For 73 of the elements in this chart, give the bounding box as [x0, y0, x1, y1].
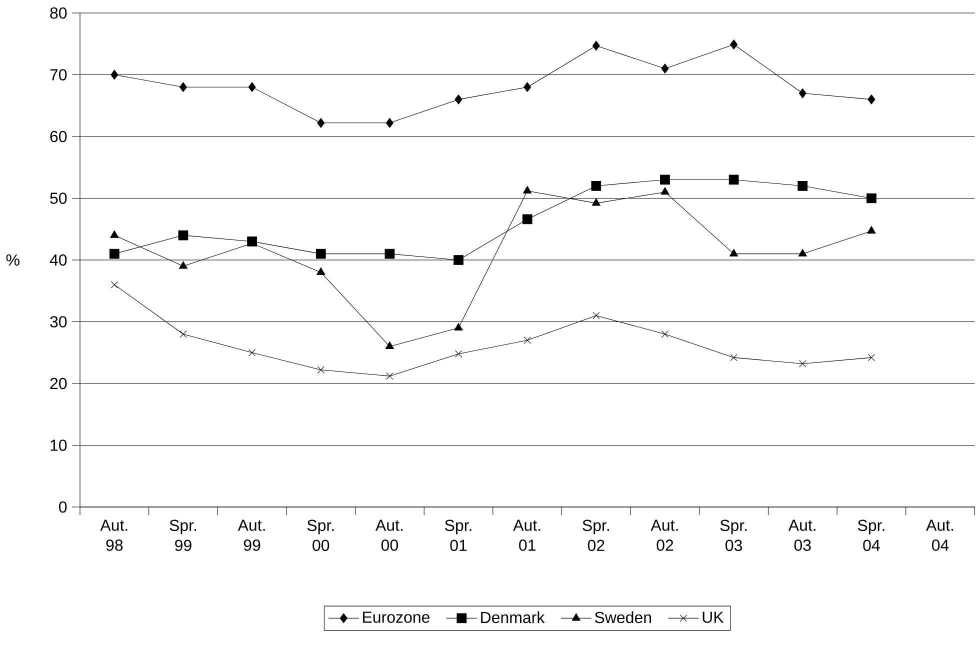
y-tick-label: 20	[50, 378, 67, 390]
point	[798, 180, 808, 191]
y-tick-label: 70	[50, 69, 67, 80]
point	[660, 174, 670, 185]
point	[317, 118, 325, 128]
legend-label: UK	[702, 612, 724, 623]
x-tick-label: Aut. 02	[650, 520, 678, 551]
point	[591, 180, 602, 191]
point	[730, 354, 738, 362]
point	[317, 366, 324, 374]
legend-label: Denmark	[481, 611, 545, 624]
y-tick-label: 0	[59, 501, 67, 513]
point	[799, 360, 806, 368]
point	[868, 354, 876, 362]
x-tick-label: Spr. 00	[307, 520, 334, 552]
point	[454, 350, 462, 358]
point	[661, 64, 669, 74]
point	[454, 94, 462, 104]
point	[660, 187, 670, 195]
x-tick-label: Spr. 03	[720, 520, 747, 552]
point	[179, 82, 187, 92]
point	[592, 198, 600, 206]
point	[798, 88, 806, 98]
point	[866, 193, 876, 204]
point	[661, 330, 669, 338]
point	[178, 261, 188, 269]
y-tick-label: 80	[50, 7, 67, 19]
legend-label: Eurozone	[363, 612, 430, 623]
x-tick-label: Spr. 01	[445, 520, 472, 552]
point	[524, 336, 531, 344]
point	[384, 248, 395, 259]
point	[524, 82, 532, 92]
legend-label: Sweden	[594, 611, 652, 624]
x-tick-label: Aut. 99	[238, 520, 265, 551]
point	[180, 330, 187, 338]
y-tick-label: 40	[50, 254, 67, 266]
x-tick-label: Spr. 02	[582, 520, 609, 552]
point	[386, 372, 394, 380]
y-tick-label: 10	[50, 440, 67, 451]
point	[386, 118, 394, 128]
y-axis-title: %	[6, 254, 20, 266]
point	[798, 248, 807, 256]
x-tick-label: Aut. 98	[100, 520, 128, 551]
y-tick-label: 50	[50, 192, 67, 204]
point	[316, 248, 326, 259]
point	[178, 230, 188, 240]
x-tick-label: Aut. 03	[788, 520, 816, 551]
x-tick-label: Spr. 99	[170, 520, 196, 552]
x-tick-label: Aut. 01	[513, 520, 540, 551]
x-tick-label: Aut. 04	[926, 520, 954, 551]
point	[316, 267, 326, 275]
point	[523, 186, 532, 194]
point	[454, 255, 464, 265]
x-tick-label: Aut. 00	[375, 520, 402, 551]
point	[110, 281, 118, 288]
point	[592, 40, 600, 51]
point	[868, 94, 876, 104]
point	[729, 248, 738, 256]
point	[730, 40, 738, 50]
point	[110, 70, 118, 80]
point	[248, 349, 256, 356]
point	[728, 174, 739, 185]
y-tick-label: 60	[50, 130, 67, 142]
point	[522, 214, 532, 224]
point	[248, 82, 256, 92]
y-tick-label: 30	[50, 316, 67, 328]
point	[867, 226, 876, 234]
point	[454, 322, 463, 331]
point	[109, 248, 120, 259]
point	[592, 312, 600, 320]
point	[110, 230, 119, 238]
point	[385, 342, 394, 350]
x-tick-label: Spr. 04	[858, 520, 884, 552]
